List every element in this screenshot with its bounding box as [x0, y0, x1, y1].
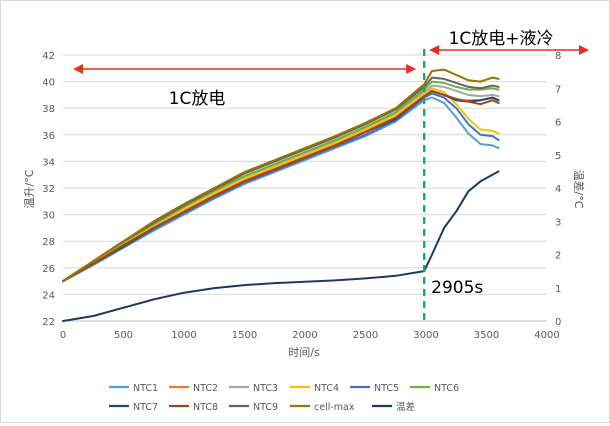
y-left-tick-label: 38 — [42, 104, 55, 115]
x-tick-label: 3500 — [474, 330, 499, 341]
discharge-label: 1C放电 — [169, 89, 226, 109]
y-left-tick-label: 30 — [42, 211, 55, 222]
y-left-tick-label: 26 — [42, 264, 55, 275]
legend: NTC1 NTC2 NTC3 NTC4 NTC5 NTC6 NTC7 NTC8 NTC9 cell… — [109, 383, 459, 413]
series-line-9 — [62, 68, 500, 283]
left-axis: 22 24 26 28 30 32 34 36 38 40 42 — [42, 51, 55, 328]
series-line-2 — [62, 84, 500, 283]
marker-label: 2905s — [431, 278, 483, 298]
x-axis: 0 500 1000 1500 2000 2500 3000 3500 4000 — [60, 320, 560, 341]
y-right-tick-label: 2 — [555, 251, 561, 262]
series-line-10 — [62, 170, 500, 322]
x-tick-label: 500 — [114, 330, 133, 341]
y-left-tick-label: 28 — [42, 237, 55, 248]
right-axis: 0 1 2 3 4 5 6 7 8 — [555, 51, 561, 328]
y-right-tick-label: 4 — [555, 184, 561, 195]
legend-label-5: NTC6 — [434, 383, 459, 394]
series-line-3 — [62, 87, 500, 283]
discharge-cooling-label: 1C放电+液冷 — [449, 29, 554, 49]
x-axis-label: 时间/s — [288, 346, 320, 359]
discharge-arrow-head-right — [406, 64, 417, 74]
x-tick-label: 3000 — [413, 330, 438, 341]
y-right-tick-label: 8 — [555, 51, 561, 62]
y-right-tick-label: 3 — [555, 217, 561, 228]
series-line-0 — [62, 96, 500, 283]
legend-label-6: NTC7 — [133, 402, 158, 413]
legend-label-1: NTC2 — [193, 383, 218, 394]
annotations: 1C放电 1C放电+液冷 2905s — [73, 29, 589, 321]
legend-label-0: NTC1 — [133, 383, 158, 394]
legend-label-7: NTC8 — [193, 402, 218, 413]
legend-label-10: 温差 — [396, 401, 415, 413]
y-left-tick-label: 34 — [42, 157, 55, 168]
legend-label-4: NTC5 — [374, 383, 399, 394]
y-left-tick-label: 36 — [42, 131, 55, 142]
y-right-tick-label: 7 — [555, 84, 561, 95]
y-left-tick-label: 32 — [42, 184, 55, 195]
legend-label-8: NTC9 — [253, 402, 278, 413]
y-right-tick-label: 5 — [555, 151, 561, 162]
cooling-arrow-head-right — [579, 45, 589, 55]
y-right-tick-label: 0 — [555, 317, 561, 328]
series-line-8 — [62, 76, 500, 283]
cooling-arrow-head-left — [429, 45, 440, 55]
series-lines — [62, 68, 500, 322]
y-left-tick-label: 22 — [42, 317, 55, 328]
series-line-7 — [62, 89, 500, 283]
x-tick-label: 2000 — [292, 330, 317, 341]
legend-label-2: NTC3 — [253, 383, 278, 394]
y-left-tick-label: 40 — [42, 78, 55, 89]
x-tick-label: 4000 — [534, 330, 559, 341]
y-right-tick-label: 1 — [555, 284, 561, 295]
x-tick-label: 0 — [60, 330, 66, 341]
legend-label-3: NTC4 — [314, 383, 339, 394]
grid — [63, 54, 547, 322]
y-axis-label-left: 温升/°C — [23, 169, 36, 208]
y-left-tick-label: 42 — [42, 51, 55, 62]
y-left-tick-label: 24 — [42, 290, 55, 301]
x-tick-label: 2500 — [353, 330, 378, 341]
series-line-5 — [62, 80, 500, 283]
y-axis-label-right: 温差/°C — [572, 170, 586, 209]
x-tick-label: 1000 — [171, 330, 196, 341]
x-tick-label: 1500 — [232, 330, 257, 341]
legend-label-9: cell-max — [314, 402, 355, 413]
y-right-tick-label: 6 — [555, 118, 561, 129]
discharge-arrow-head-left — [73, 64, 83, 74]
series-line-4 — [62, 92, 500, 283]
